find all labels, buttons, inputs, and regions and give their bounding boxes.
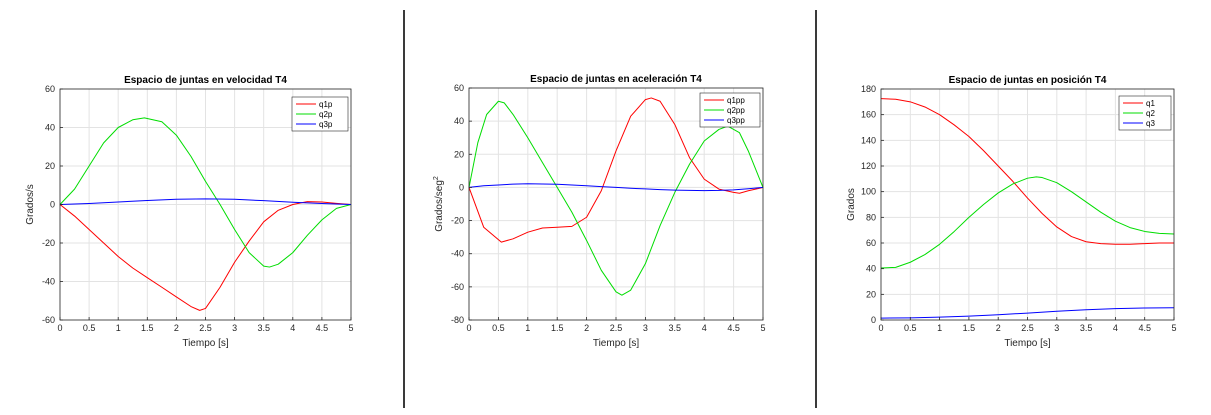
- x-tick-label: 1.5: [141, 323, 154, 333]
- y-axis-label: Grados: [846, 188, 857, 221]
- y-tick-label: 140: [861, 135, 876, 145]
- y-axis-label: Grados/s: [25, 184, 36, 225]
- y-tick-label: -60: [42, 315, 55, 325]
- y-tick-label: 0: [871, 315, 876, 325]
- x-tick-label: 1: [525, 323, 530, 333]
- x-tick-label: 1.5: [551, 323, 564, 333]
- y-axis-label-superscript: 2: [433, 176, 440, 180]
- y-tick-label: 20: [866, 289, 876, 299]
- series-line-q2: [880, 176, 1175, 269]
- x-tick-label: 2.5: [1021, 323, 1034, 333]
- x-axis-label: Tiempo [s]: [593, 338, 640, 349]
- x-tick-label: 5: [1171, 323, 1176, 333]
- y-tick-label: -20: [42, 238, 55, 248]
- x-axis-label: Tiempo [s]: [182, 338, 229, 349]
- x-tick-label: 3: [232, 323, 237, 333]
- y-tick-label: 0: [459, 182, 464, 192]
- x-tick-label: 3: [1054, 323, 1059, 333]
- x-tick-label: 3.5: [1080, 323, 1093, 333]
- x-tick-label: 0: [57, 323, 62, 333]
- legend-label-q2pp: q2pp: [727, 106, 745, 115]
- legend-label-q2p: q2p: [319, 110, 333, 119]
- y-axis-label-text: Grados/seg: [434, 180, 445, 232]
- y-tick-label: 20: [454, 149, 464, 159]
- legend-label-q3: q3: [1146, 119, 1155, 128]
- x-tick-label: 2: [174, 323, 179, 333]
- y-tick-label: 120: [861, 161, 876, 171]
- y-tick-label: -40: [451, 249, 464, 259]
- x-tick-label: 0.5: [492, 323, 505, 333]
- x-tick-label: 2.5: [610, 323, 623, 333]
- x-tick-label: 0.5: [904, 323, 917, 333]
- y-tick-label: 80: [866, 212, 876, 222]
- chart-title: Espacio de juntas en posición T4: [949, 75, 1107, 86]
- series-line-q3p: [59, 198, 352, 205]
- series-line-q2pp: [468, 100, 764, 296]
- y-tick-label: 40: [866, 264, 876, 274]
- x-tick-label: 4: [1113, 323, 1118, 333]
- x-tick-label: 3.5: [669, 323, 682, 333]
- x-tick-label: 0: [878, 323, 883, 333]
- x-tick-label: 1: [937, 323, 942, 333]
- y-axis-label-text: Grados/s: [25, 184, 36, 225]
- series-line-q1p: [59, 201, 352, 311]
- chart-title: Espacio de juntas en aceleración T4: [530, 74, 702, 85]
- series-line-q3: [880, 307, 1175, 319]
- panel-divider-left: [403, 10, 405, 408]
- acceleration-chart: 0 0.5 1 1.5 2 2.5 3 3.5 4 4.5 5 -80 -60 -40 -20 0 20 40 60…: [433, 74, 766, 349]
- y-tick-label: -40: [42, 277, 55, 287]
- y-tick-label: 20: [45, 161, 55, 171]
- y-tick-label: 0: [50, 200, 55, 210]
- x-tick-label: 1.5: [963, 323, 976, 333]
- legend-label-q1pp: q1pp: [727, 96, 745, 105]
- x-tick-label: 5: [760, 323, 765, 333]
- x-tick-label: 5: [348, 323, 353, 333]
- legend-label-q1: q1: [1146, 99, 1155, 108]
- x-tick-label: 0.5: [83, 323, 96, 333]
- x-tick-label: 1: [116, 323, 121, 333]
- y-tick-label: 60: [866, 238, 876, 248]
- x-tick-label: 3.5: [257, 323, 270, 333]
- y-tick-label: 40: [45, 123, 55, 133]
- series-line-q1: [880, 98, 1174, 245]
- chart-title: Espacio de juntas en velocidad T4: [124, 75, 287, 86]
- x-tick-label: 2.5: [199, 323, 212, 333]
- x-tick-label: 4: [290, 323, 295, 333]
- y-axis-label-text: Grados: [846, 188, 857, 221]
- y-tick-label: -60: [451, 282, 464, 292]
- panel-divider-right: [815, 10, 817, 408]
- series-line-q3pp: [468, 183, 764, 192]
- y-tick-label: 60: [45, 84, 55, 94]
- y-tick-label: 40: [454, 116, 464, 126]
- y-tick-label: 60: [454, 83, 464, 93]
- legend-label-q1p: q1p: [319, 100, 333, 109]
- legend-label-q2: q2: [1146, 109, 1155, 118]
- y-tick-label: 100: [861, 187, 876, 197]
- x-tick-label: 3: [643, 323, 648, 333]
- x-tick-label: 2: [996, 323, 1001, 333]
- y-tick-label: -80: [451, 315, 464, 325]
- x-tick-label: 2: [584, 323, 589, 333]
- position-chart: 0 0.5 1 1.5 2 2.5 3 3.5 4 4.5 5 0 20 40 60 80 100 120 140 1…: [846, 75, 1177, 349]
- y-tick-label: 160: [861, 110, 876, 120]
- series-line-q2p: [59, 117, 352, 268]
- y-tick-label: 180: [861, 84, 876, 94]
- x-tick-label: 0: [466, 323, 471, 333]
- velocity-chart: 0 0.5 1 1.5 2 2.5 3 3.5 4 4.5 5 -60 -40 -20 0 20 40 60 Esp…: [25, 75, 354, 349]
- x-tick-label: 4.5: [727, 323, 740, 333]
- x-tick-label: 4.5: [1138, 323, 1151, 333]
- x-axis-label: Tiempo [s]: [1004, 338, 1051, 349]
- y-axis-label: Grados/seg2: [433, 176, 445, 232]
- legend-label-q3pp: q3pp: [727, 116, 745, 125]
- x-tick-label: 4.5: [316, 323, 329, 333]
- x-tick-label: 4: [702, 323, 707, 333]
- legend-label-q3p: q3p: [319, 120, 333, 129]
- y-tick-label: -20: [451, 216, 464, 226]
